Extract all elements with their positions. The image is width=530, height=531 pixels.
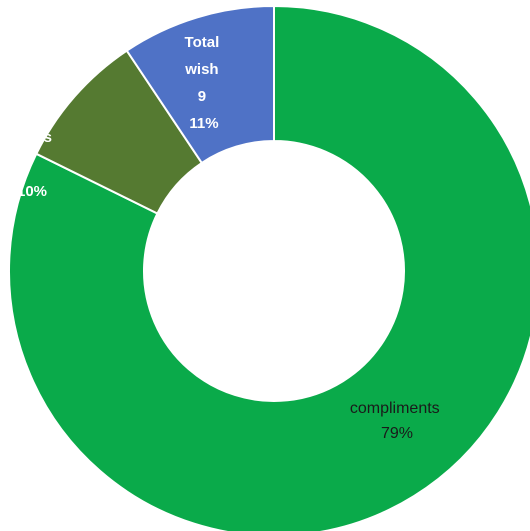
data-label-total-wish: Total wish 9 11% [184,34,223,132]
data-label-compliments: compliments 79% [350,400,444,442]
data-label-giggles: gles 8 10% [12,129,56,200]
chart-slices [8,4,530,531]
donut-hole [144,141,404,401]
